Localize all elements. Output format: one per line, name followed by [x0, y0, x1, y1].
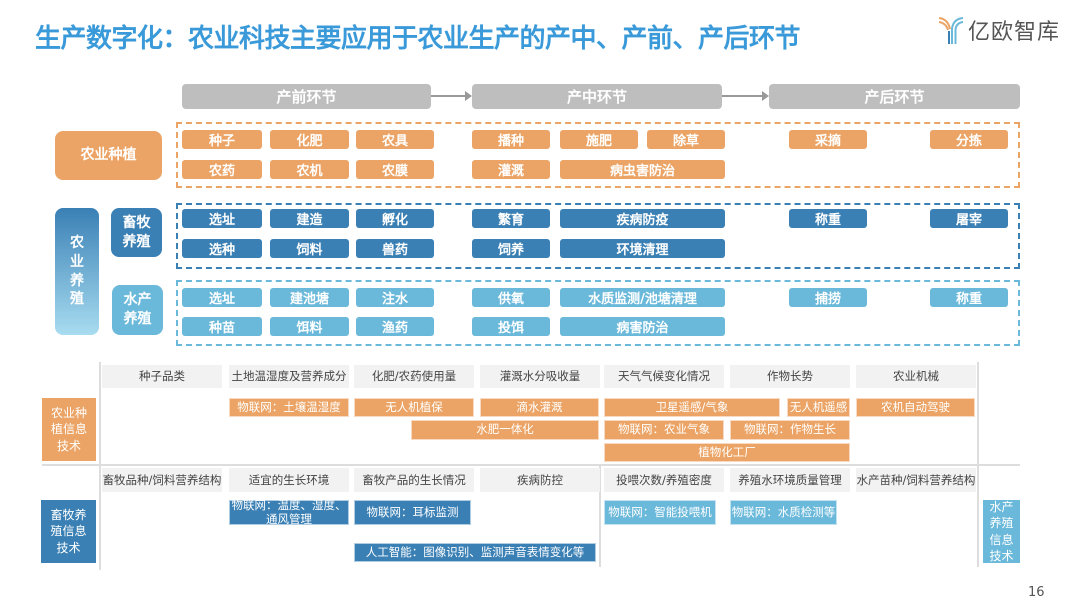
stage-item: 孵化 — [356, 209, 434, 228]
planting-tech: 植物化工厂 — [604, 443, 850, 462]
stage-item: 水质监测/池塘清理 — [560, 288, 725, 307]
category-aquaculture: 水产养殖 — [112, 285, 163, 335]
stage-header: 产中环节 — [472, 84, 722, 109]
data-header: 化肥/农药使用量 — [354, 365, 474, 388]
arrow-icon — [722, 95, 767, 97]
stage-item: 环境清理 — [560, 239, 725, 258]
breeding-tech: 物联网：耳标监测 — [354, 500, 471, 525]
divider — [42, 464, 978, 466]
aquaculture-info-label: 水产养殖信息技术 — [983, 500, 1020, 563]
stage-item: 灌溉 — [472, 160, 550, 179]
stage-item: 繁育 — [472, 209, 550, 228]
stage-item: 农药 — [182, 160, 262, 179]
stage-item: 建池塘 — [270, 288, 349, 307]
category-planting: 农业种植 — [55, 131, 162, 180]
stage-item: 病虫害防治 — [560, 160, 725, 179]
stage-item: 种苗 — [182, 317, 262, 336]
stage-item: 疾病防疫 — [560, 209, 725, 228]
data-header: 适宜的生长环境 — [229, 468, 349, 492]
stage-item: 播种 — [472, 130, 550, 149]
stage-item: 屠宰 — [930, 209, 1008, 228]
data-header: 养殖水环境质量管理 — [730, 468, 850, 492]
stage-item: 注水 — [356, 288, 434, 307]
breeding-tech: 物联网：智能投喂机 — [604, 500, 716, 525]
stage-item: 饲养 — [472, 239, 550, 258]
stage-item: 投饵 — [472, 317, 550, 336]
planting-tech: 无人机植保 — [354, 398, 474, 417]
data-header: 畜牧产品的生长情况 — [354, 468, 474, 492]
planting-tech: 水肥一体化 — [411, 420, 599, 440]
data-header: 畜牧品种/饲料营养结构 — [102, 468, 222, 492]
stage-item: 饵料 — [270, 317, 349, 336]
stage-item: 采摘 — [789, 130, 867, 149]
stage-item: 农机 — [270, 160, 349, 179]
stage-item: 建造 — [270, 209, 349, 228]
logo: 亿欧智库 — [938, 14, 1060, 46]
livestock-frame — [176, 203, 1020, 269]
data-header: 作物长势 — [730, 365, 850, 388]
stage-item: 渔药 — [356, 317, 434, 336]
stage-item: 饲料 — [270, 239, 349, 258]
stage-item: 兽药 — [356, 239, 434, 258]
planting-info-label: 农业种植信息技术 — [42, 398, 96, 461]
planting-frame — [176, 122, 1020, 188]
data-header: 种子品类 — [102, 365, 222, 388]
page-number: 16 — [1028, 585, 1045, 600]
data-header: 灌溉水分吸收量 — [480, 365, 600, 388]
category-livestock: 畜牧养殖 — [111, 208, 162, 257]
stage-item: 称重 — [930, 288, 1008, 307]
breeding-tech: 物联网：温度、湿度、通风管理 — [229, 499, 349, 525]
yiou-logo-icon — [938, 17, 964, 44]
breeding-tech: 物联网：水质检测等 — [730, 500, 837, 525]
planting-tech: 物联网：作物生长 — [730, 420, 850, 440]
stage-item: 称重 — [789, 209, 867, 228]
data-header: 土地温湿度及营养成分 — [229, 365, 349, 388]
logo-text: 亿欧智库 — [968, 20, 1061, 45]
planting-tech: 物联网：土壤温湿度 — [229, 398, 349, 417]
stage-item: 选址 — [182, 288, 262, 307]
stage-item: 除草 — [647, 130, 725, 149]
arrow-head-icon — [465, 91, 472, 101]
stage-item: 农具 — [356, 130, 434, 149]
stage-header: 产前环节 — [182, 84, 431, 109]
stage-item: 选种 — [182, 239, 262, 258]
stage-item: 化肥 — [270, 130, 349, 149]
data-header: 水产苗种/饲料营养结构 — [856, 468, 976, 492]
stage-header: 产后环节 — [769, 84, 1020, 109]
aquaculture-frame — [176, 280, 1020, 346]
stage-item: 供氧 — [472, 288, 550, 307]
arrow-icon — [431, 95, 470, 97]
livestock-info-label: 畜牧养殖信息技术 — [41, 500, 96, 563]
planting-tech: 无人机遥感 — [787, 398, 850, 417]
breeding-tech: 人工智能：图像识别、监测声音表情变化等 — [354, 543, 596, 562]
page-title: 生产数字化：农业科技主要应用于农业生产的产中、产前、产后环节 — [35, 24, 801, 54]
data-header: 投喂次数/养殖密度 — [604, 468, 724, 492]
stage-item: 施肥 — [560, 130, 638, 149]
divider — [99, 362, 101, 570]
divider — [978, 464, 1020, 466]
category-breeding: 农业养殖 — [55, 208, 99, 335]
data-header: 天气气候变化情况 — [604, 365, 724, 388]
stage-item: 捕捞 — [789, 288, 867, 307]
divider — [599, 465, 601, 567]
planting-tech: 卫星遥感/气象 — [604, 398, 780, 417]
planting-tech: 物联网：农业气象 — [604, 420, 724, 440]
arrow-head-icon — [762, 91, 769, 101]
data-header: 农业机械 — [856, 365, 976, 388]
stage-item: 选址 — [182, 209, 262, 228]
stage-item: 分拣 — [930, 130, 1008, 149]
planting-tech: 滴水灌溉 — [480, 398, 599, 417]
planting-tech: 农机自动驾驶 — [856, 398, 975, 417]
data-header: 疾病防控 — [480, 468, 600, 492]
stage-item: 种子 — [182, 130, 262, 149]
stage-item: 病害防治 — [560, 317, 725, 336]
stage-item: 农膜 — [356, 160, 434, 179]
